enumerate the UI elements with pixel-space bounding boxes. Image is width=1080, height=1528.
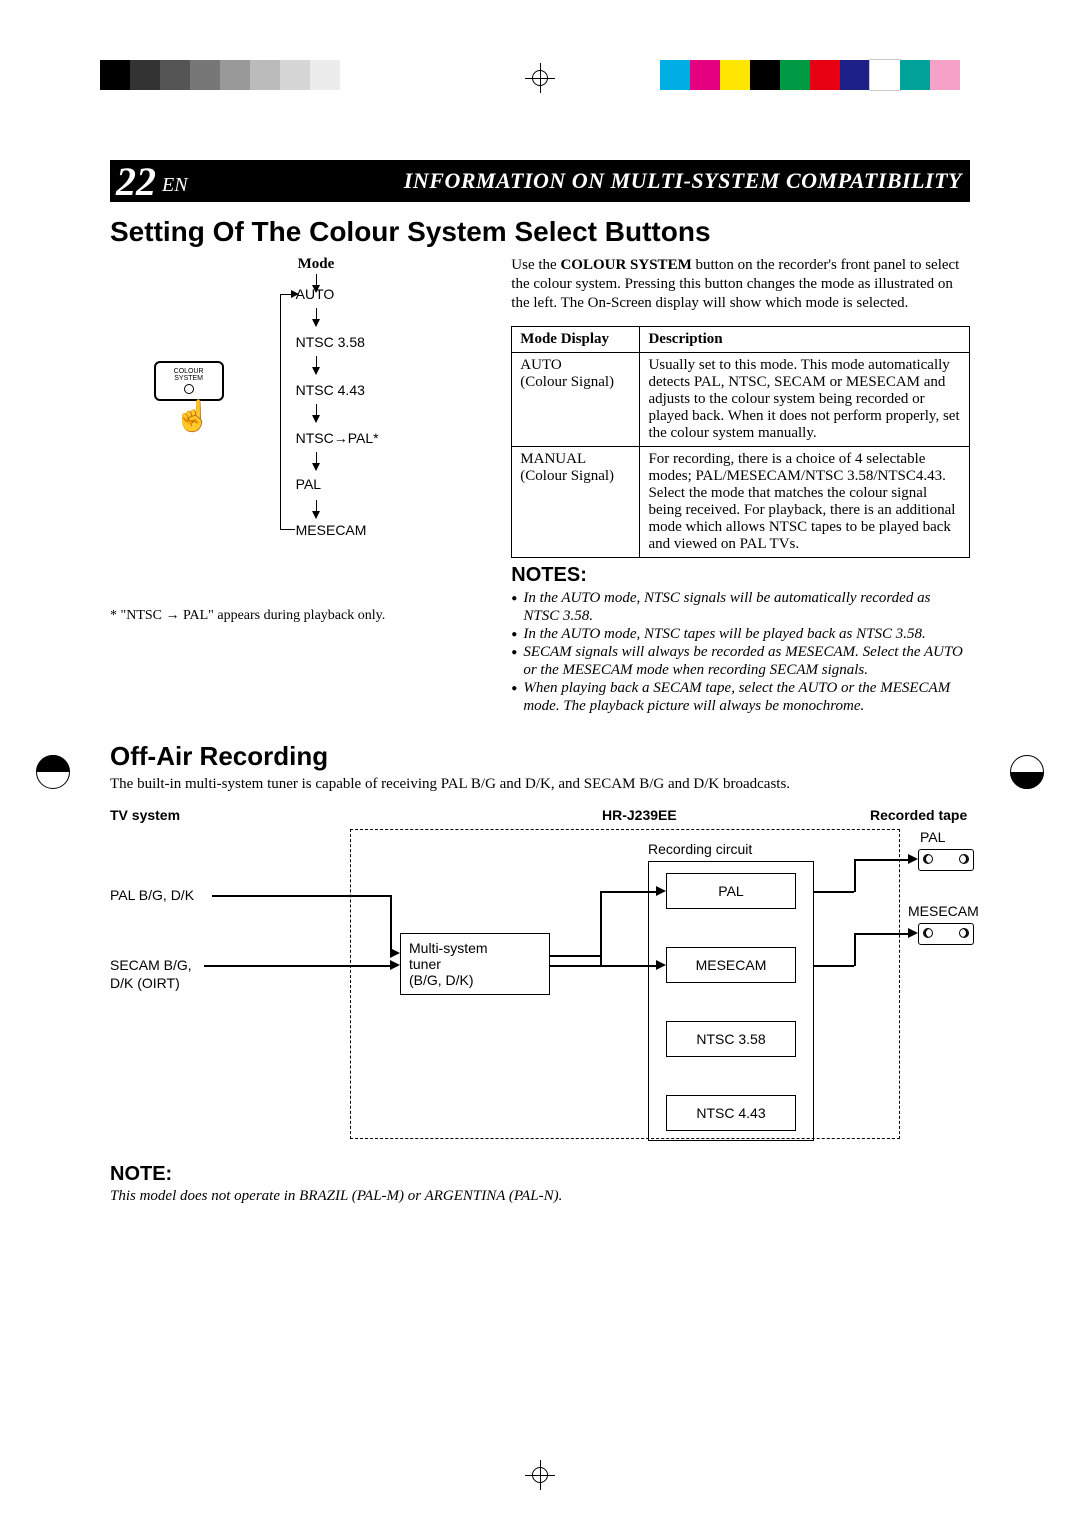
description-column: Use the COLOUR SYSTEM button on the reco… [511,256,970,715]
tv-secam-label-b: D/K (OIRT) [110,975,180,991]
diagram-line [854,859,856,892]
diagram-line [600,891,602,966]
colour-system-button-illustration: COLOUR SYSTEM ☝ [154,361,232,434]
table-head-desc: Description [640,327,970,353]
tv-pal-label: PAL B/G, D/K [110,887,194,903]
page-header-title: INFORMATION ON MULTI-SYSTEM COMPATIBILIT… [188,168,962,194]
model-label: HR-J239EE [602,807,677,823]
note-heading: NOTE: [110,1163,970,1186]
tape-pal-label: PAL [920,829,945,845]
button-text-line2: SYSTEM [174,375,203,382]
arrowhead-icon [390,960,400,970]
mode-arrow-icon [316,452,317,470]
mode-arrow-icon [316,404,317,422]
mode-diagram-column: Mode COLOUR SYSTEM ☝ AUTO NTSC 3.58 NTSC 4… [110,256,485,715]
mode-item: NTSC 4.43 [296,382,365,398]
notes-list: In the AUTO mode, NTSC signals will be a… [511,589,970,715]
offair-diagram: TV system HR-J239EE Recorded tape PAL B/… [110,807,970,1157]
registration-mark-right [1010,755,1044,789]
table-row: AUTO(Colour Signal) Usually set to this … [512,353,970,447]
offair-intro: The built-in multi-system tuner is capab… [110,776,970,793]
arrowhead-icon [656,960,666,970]
diagram-line [600,891,656,893]
mode-cycle-diagram: Mode COLOUR SYSTEM ☝ AUTO NTSC 3.58 NTSC 4… [148,256,448,586]
recorded-tape-label: Recorded tape [870,807,967,823]
page-lang: EN [162,166,188,197]
diagram-line [814,891,854,893]
tape-icon-pal [918,849,974,871]
mode-description-table: Mode Display Description AUTO(Colour Sig… [511,326,970,558]
button-dot-icon [184,384,194,394]
colour-system-bold: COLOUR SYSTEM [560,257,691,273]
table-row: MANUAL(Colour Signal) For recording, the… [512,447,970,558]
diagram-line [854,859,908,861]
mode-label: Mode [298,256,335,273]
diagram-line [212,895,392,897]
notes-item: In the AUTO mode, NTSC tapes will be pla… [511,625,970,643]
diagram-line [550,965,656,967]
diagram-line [204,965,390,967]
mode-arrow-icon [316,500,317,518]
tuner-box: Multi-system tuner (B/G, D/K) [400,933,550,995]
arrowhead-icon [656,886,666,896]
arrowhead-icon [908,928,918,938]
diagram-line [390,895,392,955]
page-number: 22 [110,158,162,205]
arrowhead-icon [908,854,918,864]
notes-item: In the AUTO mode, NTSC signals will be a… [511,589,970,625]
diagram-line [814,965,854,967]
mode-cycle-return-line [280,294,281,530]
tape-mesecam-label: MESECAM [908,903,979,919]
mode-item: AUTO [296,286,335,302]
notes-item: When playing back a SECAM tape, select t… [511,679,970,715]
registration-crosshair-top [525,63,555,93]
section-heading-colour-system: Setting Of The Colour System Select Butt… [110,216,970,248]
rec-group-box [648,861,814,1141]
mode-footnote: * "NTSC → PAL" appears during playback o… [110,608,485,624]
notes-item: SECAM signals will always be recorded as… [511,643,970,679]
section-heading-offair: Off-Air Recording [110,741,970,772]
mode-arrow-icon [316,356,317,374]
mode-arrow-icon [316,308,317,326]
page-header-bar: 22 EN INFORMATION ON MULTI-SYSTEM COMPAT… [110,160,970,202]
note-text: This model does not operate in BRAZIL (P… [110,1188,970,1205]
print-color-calibration-strip [660,60,960,90]
tape-icon-mesecam [918,923,974,945]
print-gray-calibration-strip [100,60,370,90]
hand-pointer-icon: ☝ [154,399,232,434]
diagram-line [854,933,856,966]
mode-item: NTSC→PAL* [296,430,379,446]
arrowhead-icon [390,948,400,958]
diagram-line [550,955,600,957]
button-text-line1: COLOUR [174,368,204,375]
registration-mark-left [36,755,70,789]
tv-system-label: TV system [110,807,180,823]
diagram-line [854,933,908,935]
mode-item: NTSC 3.58 [296,334,365,350]
section1-columns: Mode COLOUR SYSTEM ☝ AUTO NTSC 3.58 NTSC 4… [110,256,970,715]
mode-item: MESECAM [296,522,367,538]
notes-heading: NOTES: [511,564,970,587]
registration-crosshair-bottom [525,1460,555,1490]
tv-secam-label-a: SECAM B/G, [110,957,192,973]
intro-paragraph: Use the COLOUR SYSTEM button on the reco… [511,256,970,312]
page-content: 22 EN INFORMATION ON MULTI-SYSTEM COMPAT… [110,160,970,1205]
recording-circuit-label: Recording circuit [648,841,752,857]
mode-item: PAL [296,476,321,492]
table-head-mode: Mode Display [512,327,640,353]
